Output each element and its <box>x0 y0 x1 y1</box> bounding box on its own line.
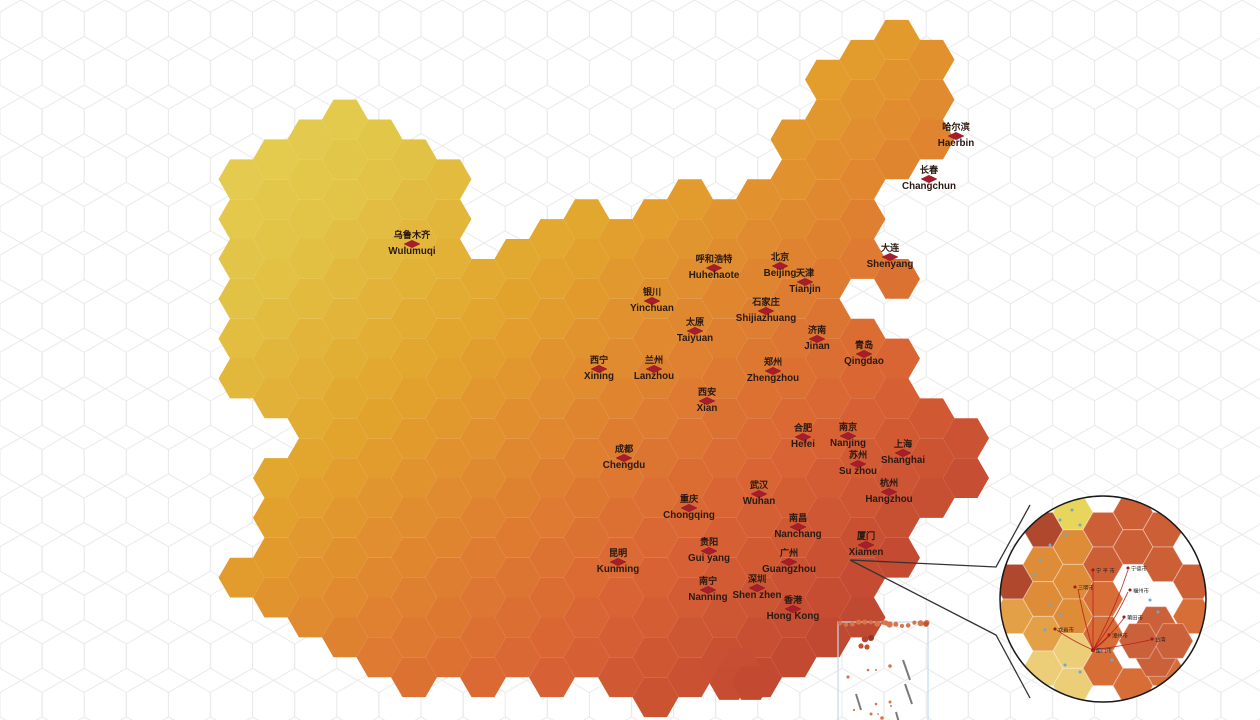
svg-text:Hangzhou: Hangzhou <box>865 494 912 505</box>
svg-text:Hong Kong: Hong Kong <box>767 611 820 622</box>
svg-text:Shen zhen: Shen zhen <box>733 590 782 601</box>
svg-text:南昌: 南昌 <box>789 512 807 523</box>
svg-text:深圳: 深圳 <box>748 573 766 584</box>
svg-text:Shenyang: Shenyang <box>867 259 914 270</box>
svg-text:重庆: 重庆 <box>680 493 699 504</box>
svg-text:Yinchuan: Yinchuan <box>630 303 674 314</box>
svg-text:Su zhou: Su zhou <box>839 466 877 477</box>
svg-text:青岛: 青岛 <box>855 339 873 350</box>
svg-text:太原: 太原 <box>686 316 704 327</box>
svg-text:兰州: 兰州 <box>645 354 663 365</box>
svg-text:武汉: 武汉 <box>750 479 769 490</box>
svg-text:Xian: Xian <box>697 403 718 414</box>
svg-text:Nanchang: Nanchang <box>774 529 821 540</box>
svg-text:Jinan: Jinan <box>804 341 830 352</box>
svg-text:Chengdu: Chengdu <box>603 460 645 471</box>
svg-text:Qingdao: Qingdao <box>844 356 884 367</box>
svg-text:Wulumuqi: Wulumuqi <box>388 246 435 257</box>
svg-text:Lanzhou: Lanzhou <box>634 371 674 382</box>
svg-text:郑州: 郑州 <box>764 356 782 367</box>
svg-text:Shijiazhuang: Shijiazhuang <box>736 313 796 324</box>
svg-text:Gui yang: Gui yang <box>688 553 730 564</box>
svg-text:Shanghai: Shanghai <box>881 455 925 466</box>
svg-text:北京: 北京 <box>771 251 789 262</box>
svg-text:合肥: 合肥 <box>794 422 813 433</box>
svg-text:南京: 南京 <box>839 421 857 432</box>
svg-text:Haerbin: Haerbin <box>938 138 974 149</box>
svg-text:杭州: 杭州 <box>880 477 898 488</box>
svg-text:Huhehaote: Huhehaote <box>689 270 740 281</box>
svg-text:Changchun: Changchun <box>902 181 956 192</box>
svg-text:Wuhan: Wuhan <box>743 496 775 507</box>
svg-text:Guangzhou: Guangzhou <box>762 564 816 575</box>
svg-text:福州市: 福州市 <box>1133 586 1150 594</box>
svg-text:三明市: 三明市 <box>1078 583 1095 591</box>
svg-text:成都: 成都 <box>615 443 634 454</box>
svg-text:Tianjin: Tianjin <box>789 284 820 295</box>
svg-text:Kunming: Kunming <box>597 564 639 575</box>
svg-text:西安: 西安 <box>698 386 716 397</box>
svg-text:宁 平 市: 宁 平 市 <box>1096 566 1116 574</box>
svg-text:苏州: 苏州 <box>849 449 867 460</box>
svg-text:Xiamen: Xiamen <box>849 547 884 558</box>
svg-text:大连: 大连 <box>881 242 900 253</box>
svg-text:长春: 长春 <box>920 164 939 175</box>
svg-text:宁德市: 宁德市 <box>1131 564 1148 572</box>
svg-text:哈尔滨: 哈尔滨 <box>942 121 970 132</box>
svg-text:南宁: 南宁 <box>699 575 717 586</box>
svg-text:厦门: 厦门 <box>857 530 875 541</box>
svg-text:广州: 广州 <box>780 547 798 558</box>
svg-text:Nanjing: Nanjing <box>830 438 866 449</box>
svg-text:呼和浩特: 呼和浩特 <box>696 253 733 264</box>
svg-text:Hefei: Hefei <box>791 439 815 450</box>
svg-text:Taiyuan: Taiyuan <box>677 333 713 344</box>
svg-text:上海: 上海 <box>894 438 913 449</box>
svg-text:Xining: Xining <box>584 371 614 382</box>
svg-text:石家庄: 石家庄 <box>751 296 780 307</box>
svg-text:漳州市: 漳州市 <box>1112 631 1129 639</box>
svg-text:西宁: 西宁 <box>590 354 608 365</box>
svg-text:Zhengzhou: Zhengzhou <box>747 373 799 384</box>
svg-text:台湾: 台湾 <box>1155 635 1166 643</box>
svg-text:银川: 银川 <box>643 286 661 297</box>
svg-text:Chongqing: Chongqing <box>663 510 715 521</box>
svg-text:济南: 济南 <box>808 324 826 335</box>
svg-text:贵阳: 贵阳 <box>700 536 718 547</box>
svg-text:Nanning: Nanning <box>688 592 727 603</box>
svg-text:香港: 香港 <box>783 594 803 605</box>
svg-text:乌鲁木齐: 乌鲁木齐 <box>394 229 432 240</box>
svg-text:莆田市: 莆田市 <box>1127 613 1144 621</box>
svg-text:天津: 天津 <box>796 267 814 278</box>
svg-text:Beijing: Beijing <box>764 268 797 279</box>
svg-text:昆明: 昆明 <box>609 548 627 558</box>
